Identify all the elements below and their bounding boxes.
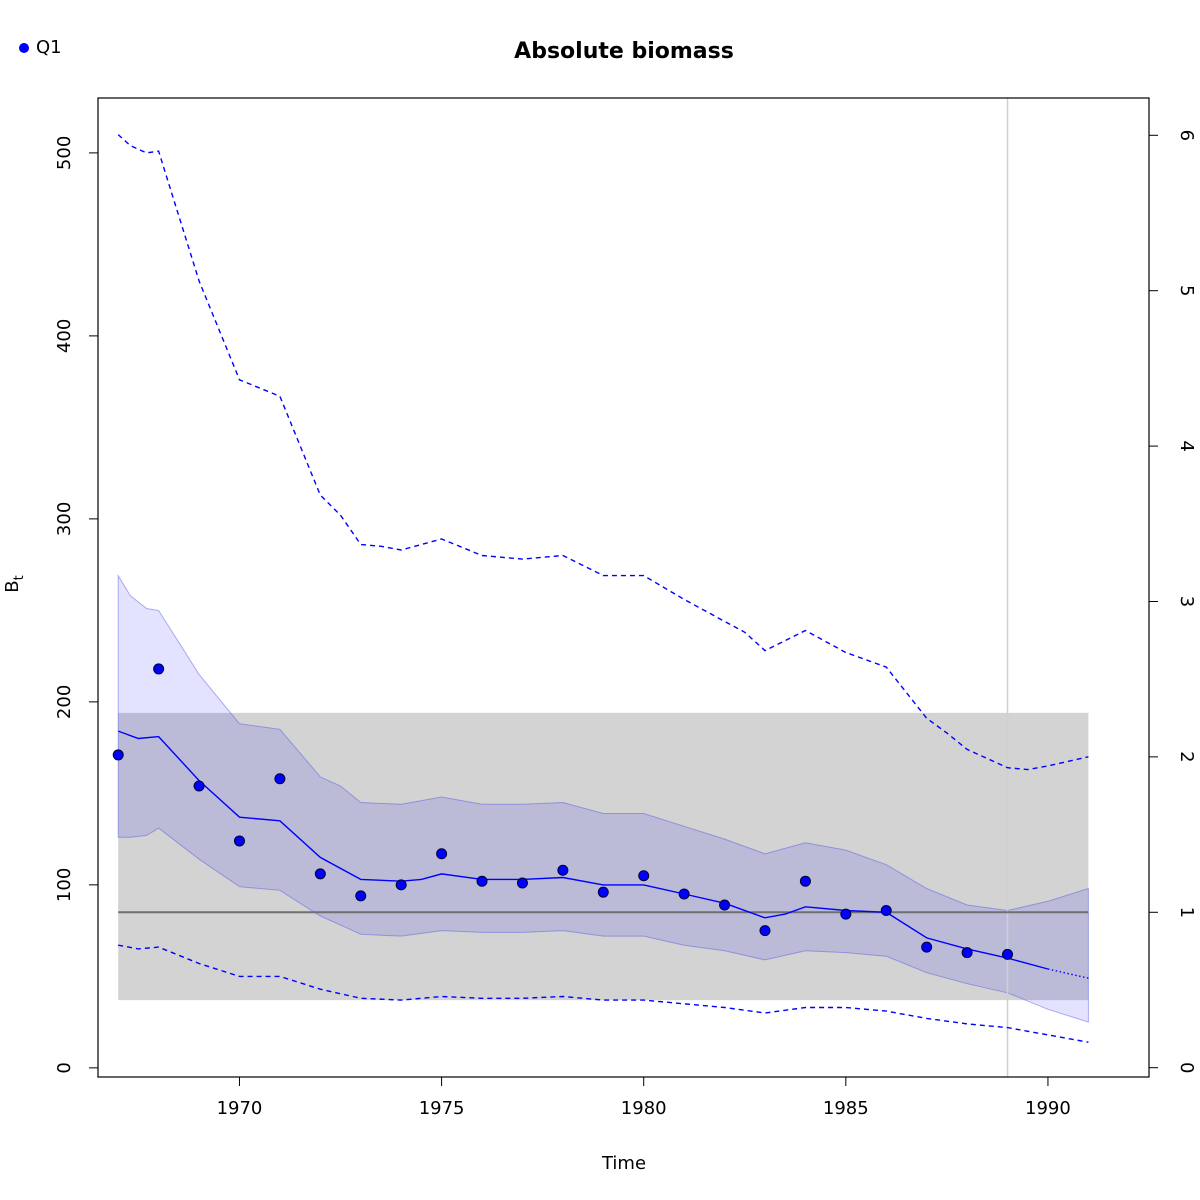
x-axis-title: Time: [601, 1153, 646, 1174]
observation-point: [1002, 948, 1014, 960]
y-axis-title: Bt: [2, 575, 27, 592]
y2-tick-label: 6: [1176, 130, 1197, 141]
y-tick-label: 300: [54, 502, 75, 536]
observation-point: [193, 780, 205, 792]
observation-point: [638, 870, 650, 882]
legend: Q1: [19, 37, 62, 58]
observation-point: [597, 886, 609, 898]
observation-point: [840, 908, 852, 920]
observation-point: [233, 835, 245, 847]
svg-text:Bt: Bt: [2, 575, 27, 592]
observation-point: [476, 875, 488, 887]
y-tick-label: 0: [54, 1062, 75, 1073]
forecast-line: [1047, 968, 1089, 979]
observation-point: [557, 864, 569, 876]
y-tick-label: 500: [54, 136, 75, 170]
upper-dashed-line: [117, 134, 1089, 771]
y-tick-label: 100: [54, 868, 75, 902]
estimate-line: [117, 730, 1049, 970]
y2-tick-label: 5: [1176, 285, 1197, 296]
observation-point: [799, 875, 811, 887]
line-layer: [117, 98, 1089, 1077]
observation-point: [880, 904, 892, 916]
legend-label-q1: Q1: [36, 37, 62, 58]
observation-point: [436, 848, 448, 860]
y-axis-title-subscript: t: [12, 575, 27, 580]
observation-point: [112, 749, 124, 761]
x-tick-label: 1980: [621, 1098, 667, 1119]
observation-point: [719, 899, 731, 911]
observation-point: [355, 890, 367, 902]
axes-layer: 1970 1975 1980 1985 1990 0 100 200 300 400 500 0 1 2 3…: [54, 97, 1197, 1119]
plot-frame: [97, 97, 1150, 1078]
x-tick-label: 1970: [217, 1098, 263, 1119]
observation-point: [314, 868, 326, 880]
chart-title: Absolute biomass: [514, 39, 734, 64]
observation-points-layer: [112, 663, 1014, 960]
x-tick-label: 1985: [823, 1098, 869, 1119]
y-tick-label: 400: [54, 319, 75, 353]
observation-point: [759, 925, 771, 937]
lower-dashed-line: [118, 944, 1089, 1043]
observation-point: [516, 877, 528, 889]
x-tick-label: 1990: [1025, 1098, 1071, 1119]
observation-point: [678, 888, 690, 900]
y2-tick-label: 3: [1176, 596, 1197, 607]
y2-tick-label: 1: [1176, 907, 1197, 918]
y2-tick-label: 2: [1176, 751, 1197, 762]
legend-marker-q1: [19, 43, 29, 53]
y2-tick-label: 4: [1176, 440, 1197, 451]
y-tick-label: 200: [54, 685, 75, 719]
observation-point: [921, 941, 933, 953]
observation-point: [961, 947, 973, 959]
observation-point: [153, 663, 165, 675]
observation-point: [274, 773, 286, 785]
y2-tick-label: 0: [1176, 1062, 1197, 1073]
y-axis-title-main: B: [2, 580, 23, 592]
x-tick-label: 1975: [419, 1098, 465, 1119]
observation-point: [395, 879, 407, 891]
